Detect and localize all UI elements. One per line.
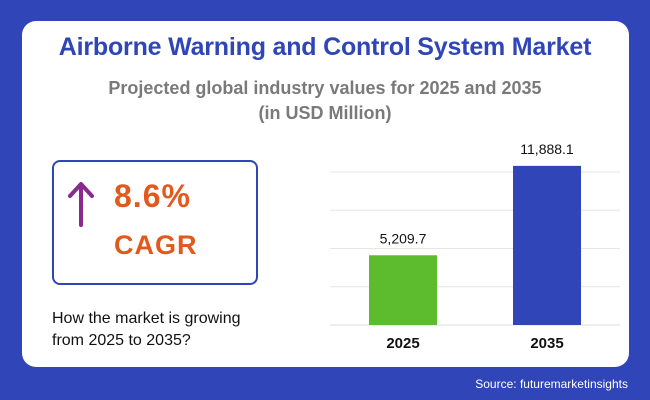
- up-arrow-icon: [66, 179, 96, 232]
- cagr-box: 8.6% CAGR: [52, 160, 258, 285]
- page-subtitle: Projected global industry values for 202…: [0, 76, 650, 126]
- question-line-1: How the market is growing: [52, 310, 241, 327]
- x-tick-label-2025: 2025: [386, 335, 419, 352]
- data-label-2025: 5,209.7: [380, 230, 427, 246]
- question-line-2: from 2025 to 2035?: [52, 332, 191, 349]
- x-tick-label-2035: 2035: [530, 335, 563, 352]
- cagr-value: 8.6%: [114, 178, 191, 214]
- bar-chart: 5,209.7 2025 11,888.1 2035: [330, 141, 620, 352]
- bar-2025: [369, 255, 437, 325]
- page-title: Airborne Warning and Control System Mark…: [58, 33, 592, 61]
- growth-question: How the market is growing from 2025 to 2…: [52, 308, 241, 352]
- subtitle-line-2: (in USD Million): [258, 103, 392, 123]
- data-label-2035: 11,888.1: [520, 141, 574, 157]
- cagr-label: CAGR: [114, 230, 198, 260]
- bar-2035: [513, 165, 581, 325]
- subtitle-line-1: Projected global industry values for 202…: [108, 78, 542, 98]
- source-note: Source: futuremarketinsights: [475, 377, 628, 391]
